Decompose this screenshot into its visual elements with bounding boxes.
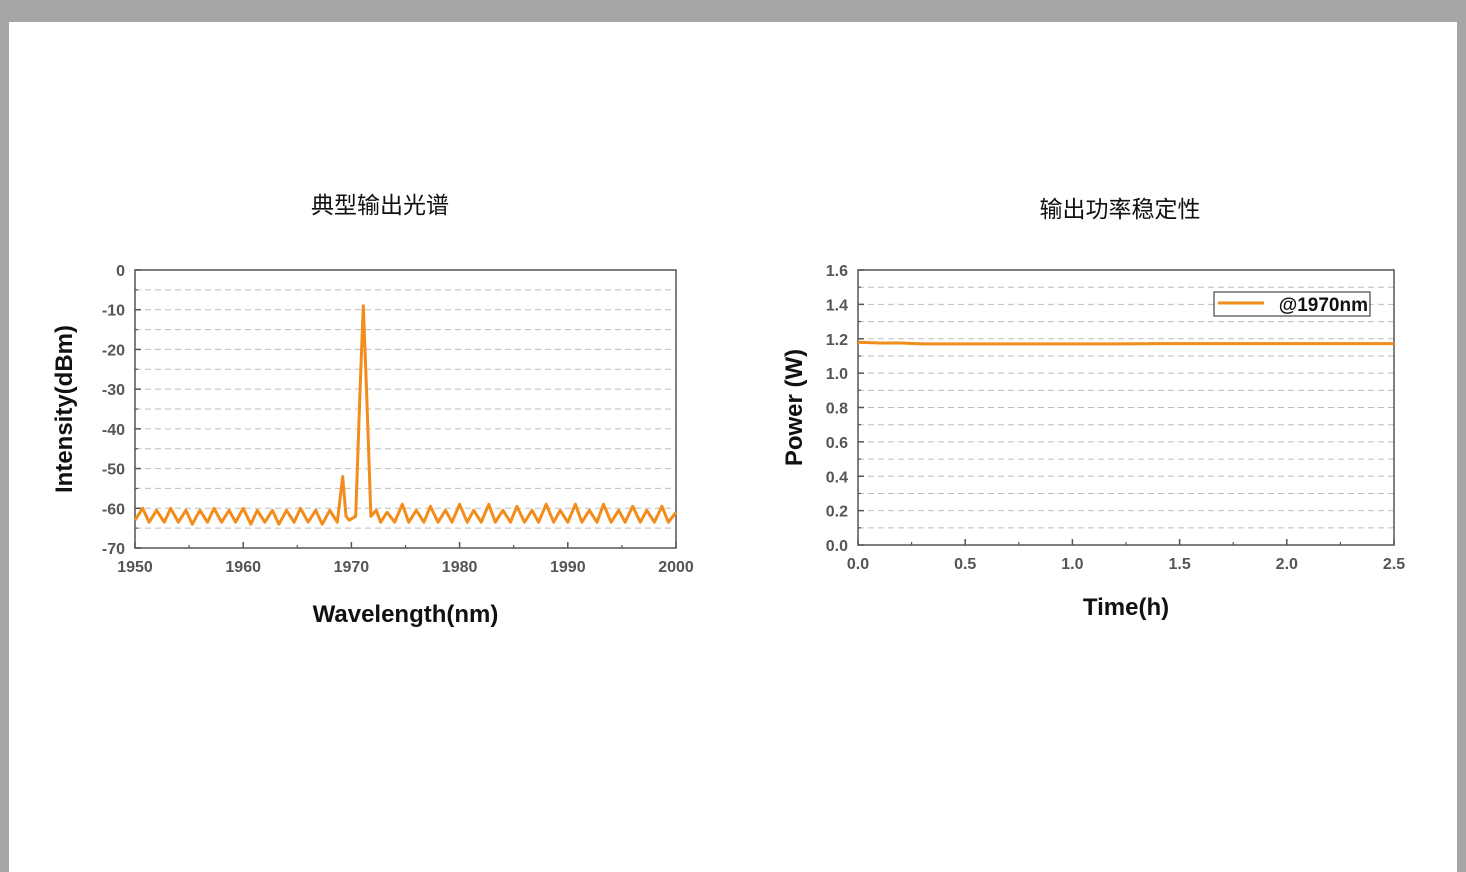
chart2-y-tick-label: 1.0 — [826, 366, 848, 383]
chart2-series-line — [857, 340, 1394, 346]
chart1-y-tick-label: -30 — [102, 382, 125, 399]
chart1-x-tick-label: 1950 — [117, 559, 153, 576]
chart2-x-tick-label: 1.5 — [1168, 556, 1190, 573]
chart-title-power-stability: 输出功率稳定性 — [1039, 197, 1201, 223]
chart2-legend-label: @1970nm — [1279, 295, 1368, 316]
chart1-y-tick-label: -50 — [102, 462, 125, 479]
chart1-x-tick-label: 2000 — [658, 559, 694, 576]
chart1-y-tick-label: -40 — [102, 422, 125, 439]
chart2-y-tick-label: 0.2 — [826, 504, 848, 521]
chart2-x-tick-label: 2.0 — [1276, 556, 1298, 573]
chart2-y-tick-label: 1.2 — [826, 332, 848, 349]
chart2-y-axis-label: Power (W) — [781, 349, 808, 466]
chart1-y-tick-label: -10 — [102, 303, 125, 320]
chart2-y-tick-label: 0.0 — [826, 538, 848, 555]
chart2-y-tick-label: 0.8 — [826, 401, 848, 418]
chart1-x-tick-label: 1990 — [550, 559, 586, 576]
chart2-y-tick-label: 0.6 — [826, 435, 848, 452]
chart1-x-tick-label: 1980 — [442, 559, 478, 576]
chart2-y-tick-label: 0.4 — [826, 469, 848, 486]
chart2-x-axis-label: Time(h) — [1083, 594, 1169, 621]
chart2-y-tick-label: 1.6 — [826, 263, 848, 280]
chart1-y-axis-label: Intensity(dBm) — [51, 325, 78, 493]
chart2-x-tick-label: 2.5 — [1383, 556, 1405, 573]
chart2-x-tick-label: 0.5 — [954, 556, 976, 573]
chart1-series-line — [133, 304, 678, 526]
chart1-x-tick-label: 1960 — [225, 559, 261, 576]
chart1-y-tick-label: -20 — [102, 342, 125, 359]
chart2-x-tick-label: 0.0 — [847, 556, 869, 573]
chart1-x-tick-label: 1970 — [334, 559, 370, 576]
chart2-y-tick-label: 1.4 — [826, 297, 848, 314]
chart-title-spectrum: 典型输出光谱 — [311, 193, 449, 219]
chart1-y-tick-label: -70 — [102, 541, 125, 558]
chart2-legend-box — [1213, 291, 1371, 317]
chart2-x-tick-label: 1.0 — [1061, 556, 1083, 573]
chart1-y-tick-label: -60 — [102, 501, 125, 518]
chart1-x-axis-label: Wavelength(nm) — [313, 601, 499, 628]
chart1-y-tick-label: 0 — [116, 263, 125, 280]
